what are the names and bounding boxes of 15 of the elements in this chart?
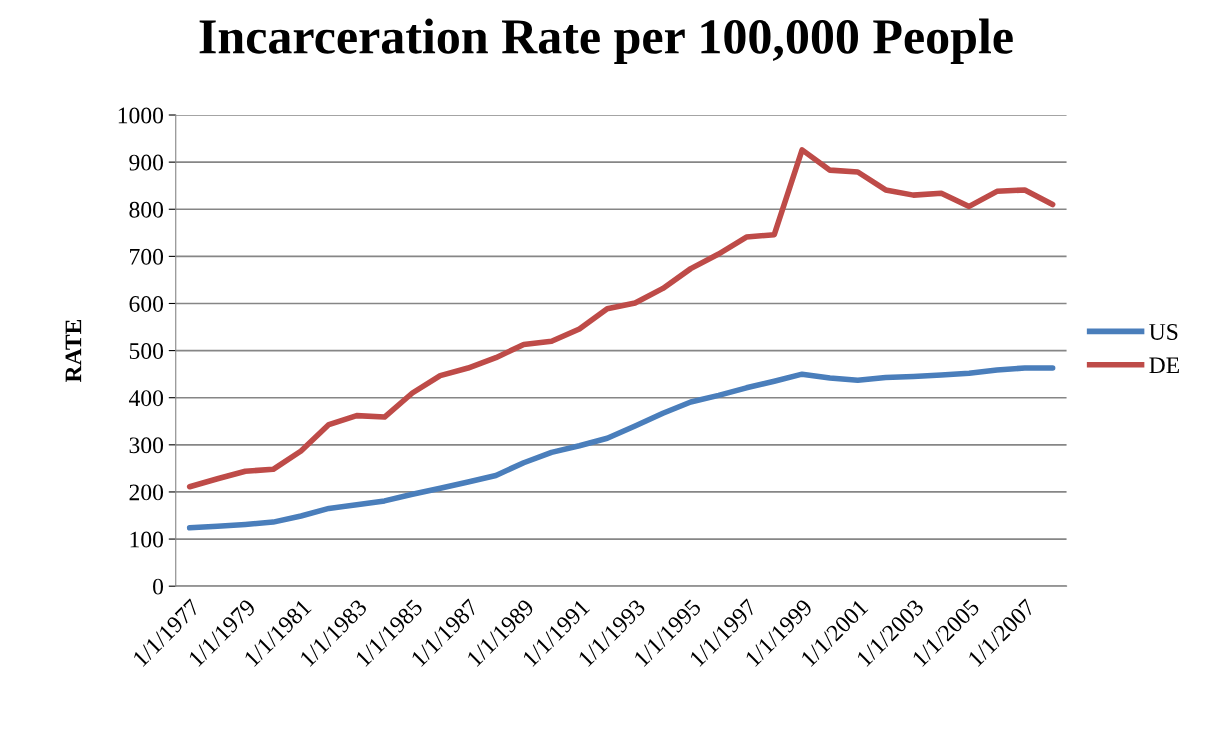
y-tick-label: 800 bbox=[129, 201, 164, 218]
y-tick-label: 900 bbox=[129, 154, 164, 171]
legend-label: US bbox=[1149, 324, 1178, 340]
y-tick-label: 100 bbox=[130, 531, 164, 548]
y-tick-label: 300 bbox=[129, 437, 164, 454]
y-tick-label: 0 bbox=[153, 578, 164, 595]
y-tick-label: 1000 bbox=[118, 107, 164, 124]
chart-title: Incarceration Rate per 100,000 People bbox=[199, 18, 1013, 64]
y-axis-title: RATE bbox=[65, 319, 82, 383]
legend-label: DE bbox=[1149, 357, 1179, 374]
y-tick-label: 200 bbox=[129, 484, 164, 501]
y-tick-label: 600 bbox=[129, 295, 164, 312]
y-tick-label: 400 bbox=[128, 390, 164, 407]
y-tick-label: 500 bbox=[129, 343, 164, 360]
y-tick-label: 700 bbox=[130, 248, 164, 265]
